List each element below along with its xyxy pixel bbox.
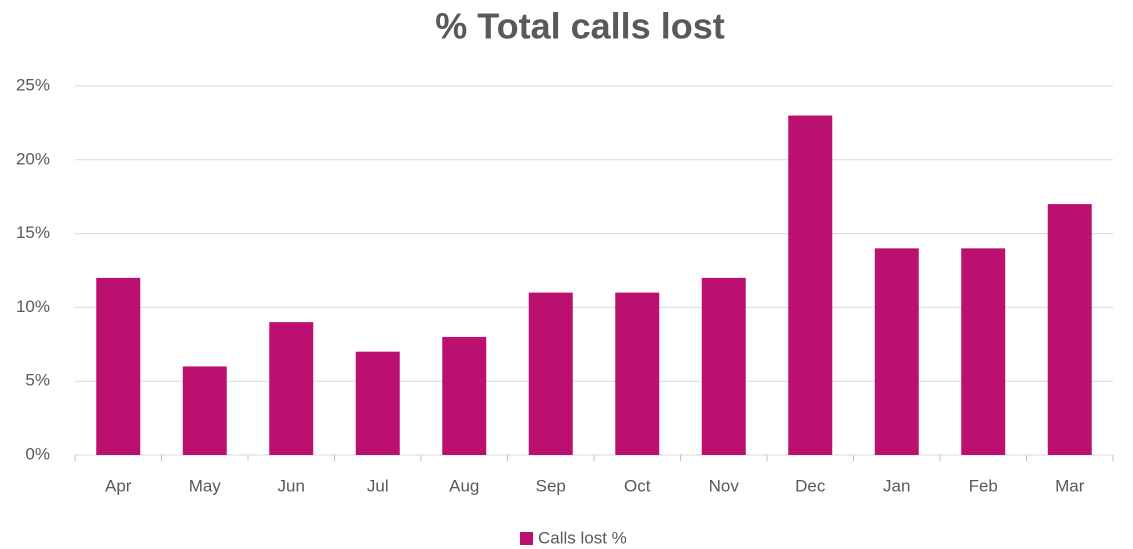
- y-tick-label: 0%: [25, 444, 50, 463]
- bar: [182, 366, 227, 455]
- bar: [788, 115, 833, 456]
- x-tick-label: Jul: [367, 476, 389, 495]
- x-tick-label: Apr: [105, 476, 132, 495]
- y-tick-label: 10%: [16, 297, 50, 316]
- x-tick-label: Dec: [795, 476, 826, 495]
- y-tick-label: 20%: [16, 149, 50, 168]
- x-tick-label: Feb: [969, 476, 998, 495]
- bar: [961, 248, 1006, 455]
- bar: [701, 277, 746, 455]
- legend-swatch: [520, 532, 533, 545]
- x-tick-label: Sep: [536, 476, 566, 495]
- y-tick-label: 5%: [25, 371, 50, 390]
- y-tick-label: 15%: [16, 223, 50, 242]
- legend-label: Calls lost %: [538, 528, 627, 547]
- bar: [1047, 204, 1092, 455]
- x-tick-label: Oct: [624, 476, 651, 495]
- y-tick-label: 25%: [16, 75, 50, 94]
- chart-title: % Total calls lost: [435, 6, 724, 47]
- x-tick-label: Aug: [449, 476, 479, 495]
- bar: [528, 292, 573, 455]
- x-tick-label: Jun: [278, 476, 305, 495]
- x-tick-label: May: [189, 476, 222, 495]
- bar: [355, 351, 400, 455]
- bar: [615, 292, 660, 455]
- bar: [96, 277, 141, 455]
- bar: [442, 336, 487, 455]
- x-tick-label: Nov: [709, 476, 740, 495]
- bar: [269, 322, 314, 455]
- x-tick-label: Mar: [1055, 476, 1085, 495]
- bar: [874, 248, 919, 455]
- x-tick-label: Jan: [883, 476, 910, 495]
